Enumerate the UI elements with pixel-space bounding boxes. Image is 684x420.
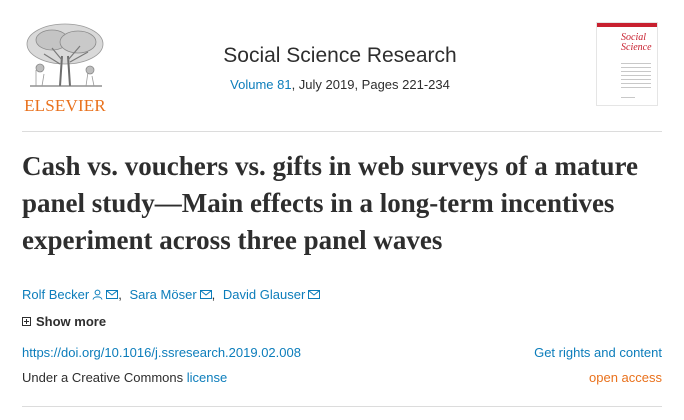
get-rights-link[interactable]: Get rights and content: [534, 345, 662, 360]
envelope-icon[interactable]: [308, 290, 321, 299]
author-list: Rolf Becker , Sara Möser , David Glauser: [22, 287, 321, 302]
open-access-badge: open access: [589, 370, 662, 385]
envelope-icon[interactable]: [106, 290, 119, 299]
author-2[interactable]: Sara Möser: [129, 287, 212, 302]
author-name[interactable]: David Glauser: [222, 287, 306, 302]
journal-issue: Volume 81, July 2019, Pages 221-234: [180, 77, 500, 92]
cover-text-line: [621, 67, 651, 68]
license-statement: Under a Creative Commons license: [22, 370, 227, 385]
footer-divider: [22, 406, 662, 407]
author-name[interactable]: Rolf Becker: [22, 287, 90, 302]
cover-accent-bar: [597, 23, 657, 27]
cover-text-line: [621, 97, 635, 98]
author-3[interactable]: David Glauser: [222, 287, 321, 302]
publisher-name: ELSEVIER: [24, 96, 106, 115]
author-1[interactable]: Rolf Becker: [22, 287, 119, 302]
cover-title: Social Science: [621, 32, 652, 53]
cover-text-line: [621, 83, 651, 84]
cover-text-line: [621, 87, 651, 88]
author-separator: ,: [118, 287, 122, 302]
doi-link[interactable]: https://doi.org/10.1016/j.ssresearch.201…: [22, 345, 301, 360]
person-icon[interactable]: [92, 289, 103, 300]
issue-details: , July 2019, Pages 221-234: [291, 77, 450, 92]
journal-info: Social Science Research Volume 81, July …: [180, 44, 500, 92]
plus-icon: [22, 317, 31, 326]
journal-header: ELSEVIER Social Science Research Volume …: [0, 0, 684, 130]
author-separator: ,: [211, 287, 216, 302]
header-divider: [22, 131, 662, 132]
publisher-logo[interactable]: ELSEVIER: [22, 20, 108, 115]
elsevier-tree-icon: [26, 23, 104, 87]
article-title: Cash vs. vouchers vs. gifts in web surve…: [22, 151, 639, 255]
journal-title-link[interactable]: Social Science Research: [223, 44, 457, 67]
show-more-button[interactable]: Show more: [22, 314, 106, 329]
show-more-label: Show more: [36, 314, 107, 329]
cover-text-line: [621, 79, 651, 80]
author-name[interactable]: Sara Möser: [129, 287, 197, 302]
license-prefix: Under a Creative Commons: [22, 370, 187, 385]
license-link[interactable]: license: [186, 370, 228, 385]
cover-text-line: [621, 63, 651, 64]
cover-text-line: [621, 71, 651, 72]
journal-cover-thumbnail[interactable]: Social Science: [596, 22, 658, 106]
volume-link[interactable]: Volume 81: [230, 77, 292, 92]
envelope-icon[interactable]: [199, 290, 212, 299]
cover-text-line: [621, 75, 651, 76]
